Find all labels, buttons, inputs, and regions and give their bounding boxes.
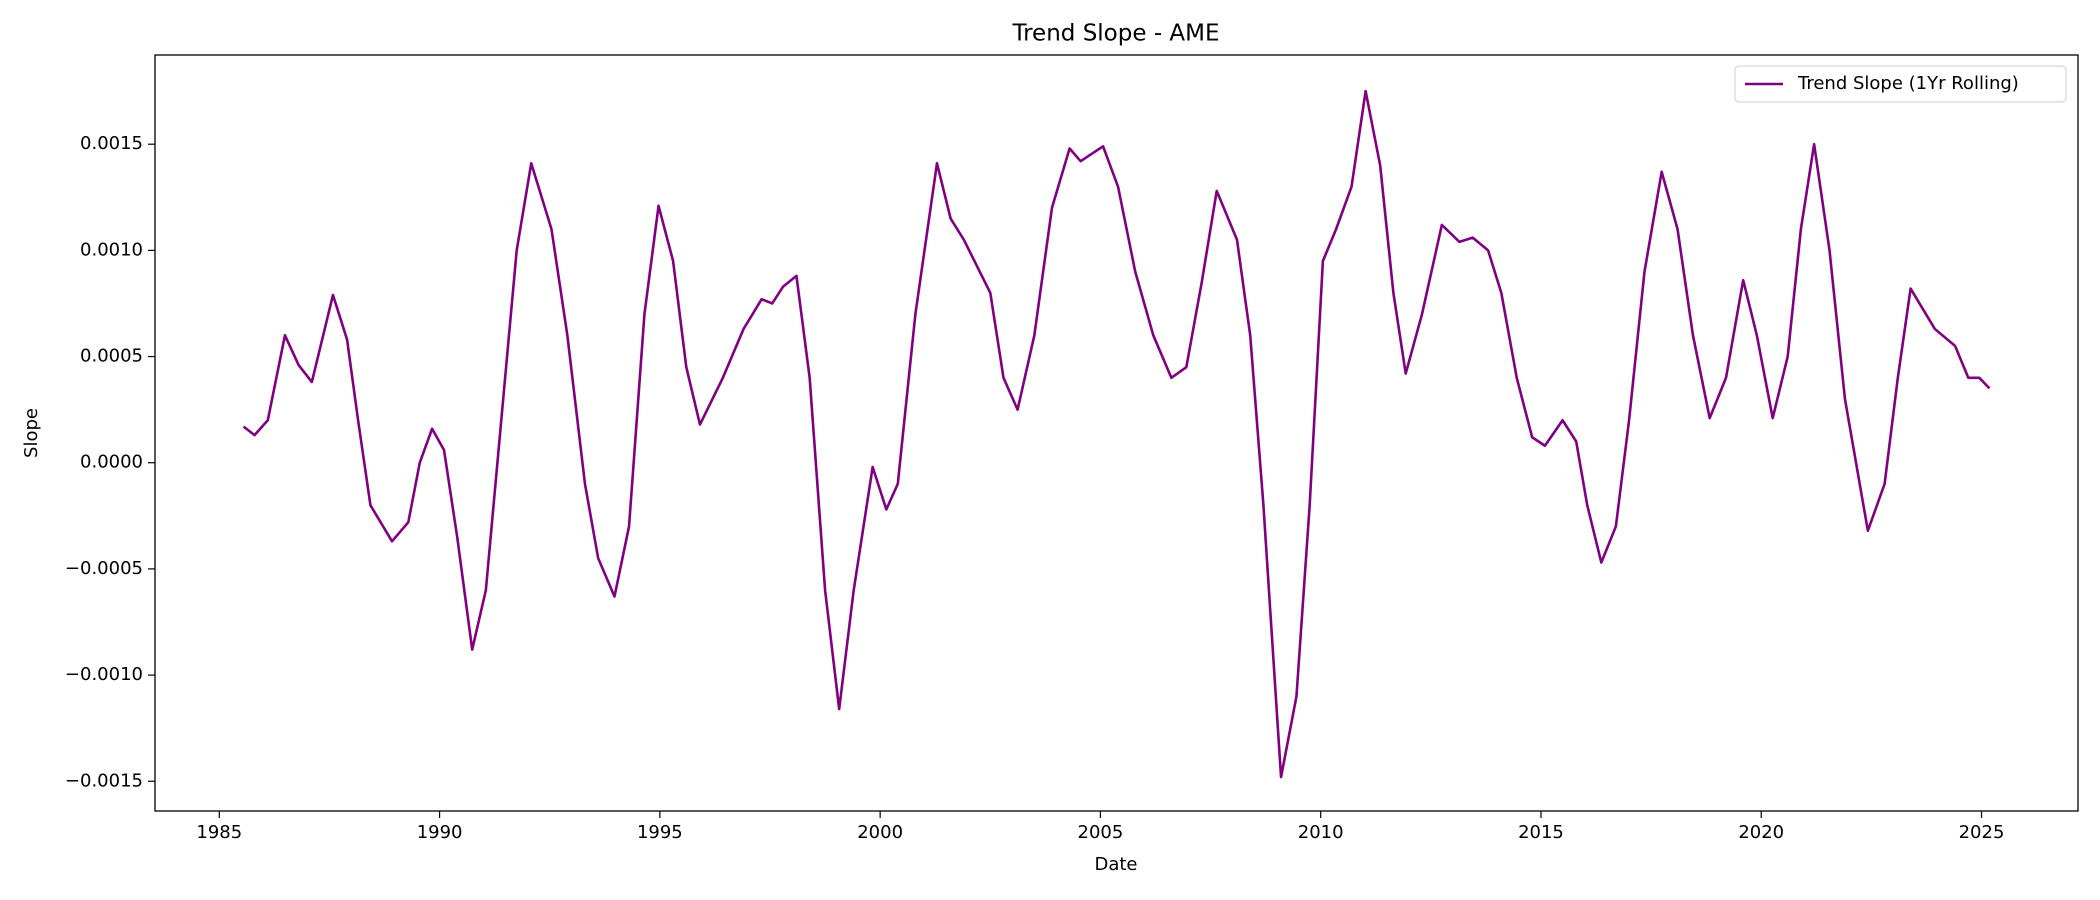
x-tick-label: 1990 — [417, 822, 463, 843]
x-axis-label: Date — [1094, 854, 1137, 875]
chart-title: Trend Slope - AME — [1011, 21, 1219, 47]
y-axis-label: Slope — [21, 408, 42, 458]
x-tick-label: 2000 — [857, 822, 903, 843]
y-tick-label: 0.0005 — [80, 346, 143, 367]
plot-frame — [154, 54, 2079, 812]
x-tick-label: 1985 — [196, 822, 242, 843]
y-tick-label: 0.0010 — [80, 239, 143, 260]
x-tick-label: 1995 — [637, 822, 683, 843]
data-line — [242, 89, 1991, 779]
y-tick-label: 0.0015 — [80, 133, 143, 154]
x-tick-label: 2020 — [1738, 822, 1784, 843]
x-tick-label: 2025 — [1959, 822, 2005, 843]
legend-label: Trend Slope (1Yr Rolling) — [1797, 73, 2019, 94]
y-tick-label: −0.0010 — [65, 664, 143, 685]
x-tick-label: 2010 — [1298, 822, 1344, 843]
y-tick-label: −0.0015 — [65, 770, 143, 791]
y-tick-label: −0.0005 — [65, 558, 143, 579]
y-tick-label: 0.0000 — [80, 452, 143, 473]
x-tick-label: 2005 — [1078, 822, 1124, 843]
legend-box — [1734, 65, 2067, 103]
x-tick-label: 2015 — [1518, 822, 1564, 843]
